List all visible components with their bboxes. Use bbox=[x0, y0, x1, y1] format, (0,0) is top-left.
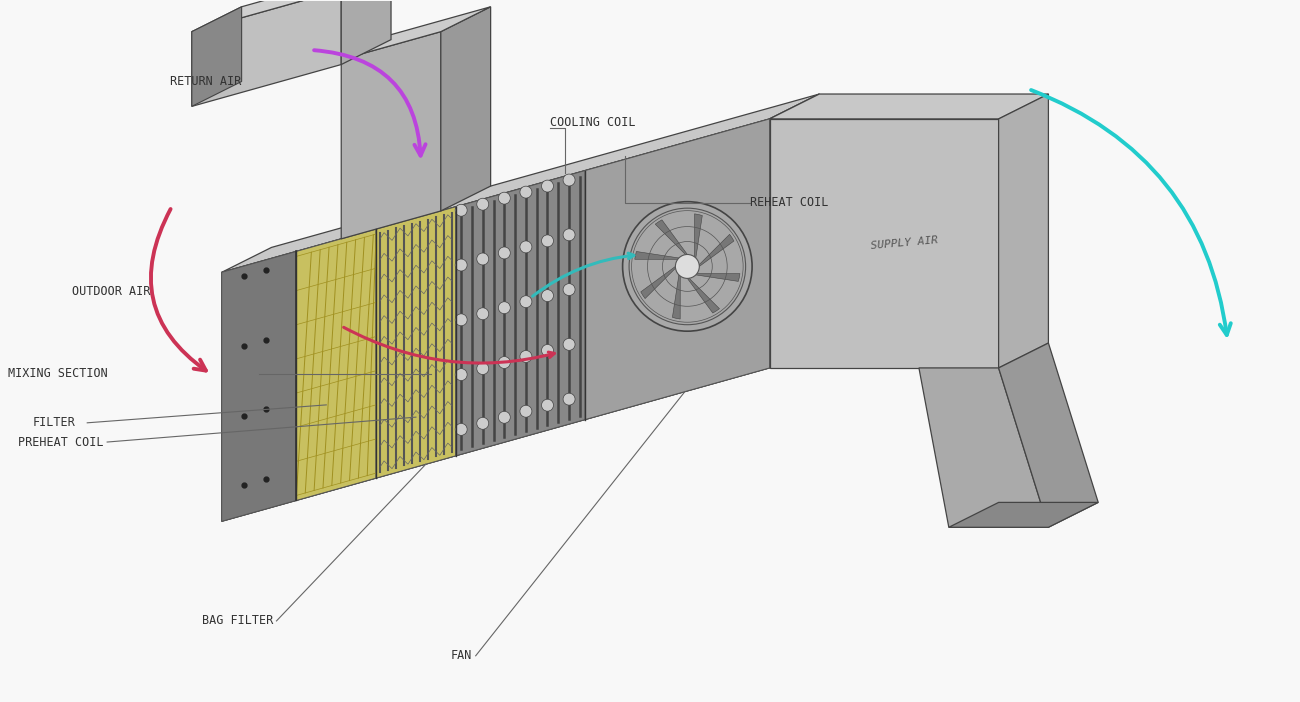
Polygon shape bbox=[222, 94, 819, 272]
Text: RETURN AIR: RETURN AIR bbox=[170, 75, 242, 88]
Circle shape bbox=[520, 186, 532, 198]
Polygon shape bbox=[694, 214, 702, 258]
Polygon shape bbox=[376, 207, 456, 478]
Circle shape bbox=[498, 192, 511, 204]
Polygon shape bbox=[672, 275, 680, 319]
Circle shape bbox=[676, 255, 699, 279]
Text: BAG FILTER: BAG FILTER bbox=[202, 614, 273, 628]
Circle shape bbox=[455, 369, 467, 380]
Circle shape bbox=[477, 198, 489, 210]
Polygon shape bbox=[655, 220, 688, 255]
Polygon shape bbox=[634, 251, 679, 259]
Circle shape bbox=[542, 180, 554, 192]
Polygon shape bbox=[441, 7, 490, 211]
Polygon shape bbox=[222, 251, 296, 522]
Circle shape bbox=[520, 241, 532, 253]
Circle shape bbox=[498, 302, 511, 314]
Circle shape bbox=[455, 259, 467, 271]
Circle shape bbox=[455, 314, 467, 326]
Polygon shape bbox=[949, 503, 1098, 527]
Polygon shape bbox=[696, 274, 740, 282]
Text: SUPPLY AIR: SUPPLY AIR bbox=[870, 235, 939, 251]
Circle shape bbox=[477, 253, 489, 265]
Polygon shape bbox=[296, 229, 376, 501]
Polygon shape bbox=[998, 343, 1098, 527]
Polygon shape bbox=[585, 119, 770, 420]
Circle shape bbox=[563, 229, 575, 241]
Text: MIXING SECTION: MIXING SECTION bbox=[8, 367, 108, 380]
Circle shape bbox=[563, 174, 575, 186]
Circle shape bbox=[455, 423, 467, 435]
Circle shape bbox=[542, 399, 554, 411]
Text: FILTER: FILTER bbox=[32, 416, 75, 430]
Circle shape bbox=[542, 345, 554, 357]
Circle shape bbox=[477, 362, 489, 375]
Polygon shape bbox=[919, 368, 1048, 527]
Circle shape bbox=[520, 350, 532, 362]
Circle shape bbox=[520, 405, 532, 417]
Polygon shape bbox=[770, 94, 819, 368]
Circle shape bbox=[542, 235, 554, 247]
Polygon shape bbox=[341, 32, 441, 239]
Circle shape bbox=[498, 247, 511, 259]
Polygon shape bbox=[456, 171, 585, 456]
Polygon shape bbox=[770, 119, 998, 368]
Text: PREHEAT COIL: PREHEAT COIL bbox=[17, 435, 103, 449]
Polygon shape bbox=[192, 0, 341, 107]
Circle shape bbox=[623, 201, 753, 331]
Circle shape bbox=[477, 307, 489, 319]
Polygon shape bbox=[192, 7, 242, 107]
Circle shape bbox=[498, 411, 511, 423]
Circle shape bbox=[477, 418, 489, 430]
Circle shape bbox=[563, 338, 575, 350]
Text: OUTDOOR AIR: OUTDOOR AIR bbox=[73, 285, 151, 298]
Circle shape bbox=[563, 393, 575, 405]
Circle shape bbox=[520, 296, 532, 307]
Circle shape bbox=[542, 290, 554, 302]
Polygon shape bbox=[699, 234, 734, 267]
Polygon shape bbox=[341, 7, 490, 60]
Polygon shape bbox=[222, 119, 770, 522]
Text: COOLING COIL: COOLING COIL bbox=[550, 117, 636, 129]
Polygon shape bbox=[770, 94, 1048, 119]
Polygon shape bbox=[222, 343, 819, 522]
Polygon shape bbox=[641, 267, 676, 298]
Text: FAN: FAN bbox=[451, 649, 472, 662]
Circle shape bbox=[498, 357, 511, 369]
Polygon shape bbox=[688, 278, 719, 313]
Polygon shape bbox=[192, 0, 391, 32]
Circle shape bbox=[563, 284, 575, 296]
Polygon shape bbox=[998, 94, 1048, 368]
Text: REHEAT COIL: REHEAT COIL bbox=[750, 196, 828, 209]
Polygon shape bbox=[341, 0, 391, 65]
Circle shape bbox=[455, 204, 467, 216]
